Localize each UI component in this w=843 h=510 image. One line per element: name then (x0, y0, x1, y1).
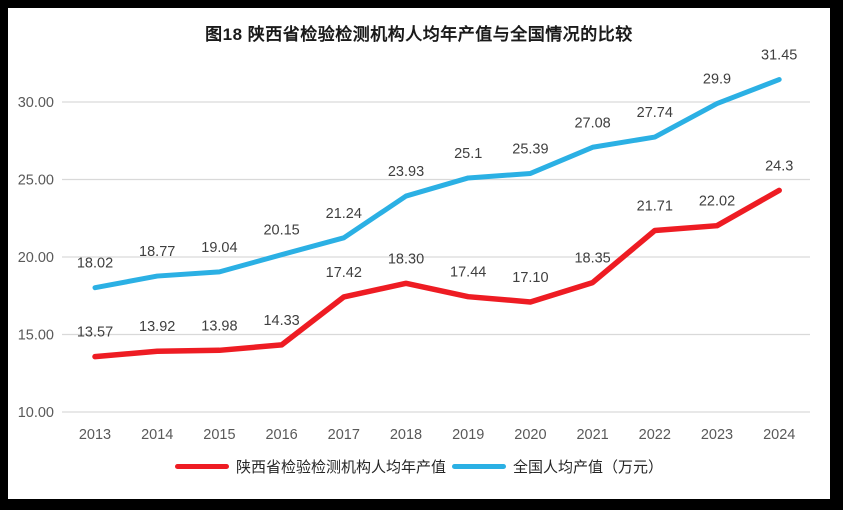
data-label: 29.9 (703, 72, 731, 88)
data-label: 20.15 (263, 223, 299, 239)
y-axis-tick-label: 25.00 (18, 173, 54, 189)
y-axis-tick-label: 15.00 (18, 328, 54, 344)
data-label: 13.57 (77, 325, 113, 341)
x-axis-tick-label: 2021 (576, 427, 608, 443)
data-label: 13.98 (201, 318, 237, 334)
data-label: 18.02 (77, 256, 113, 272)
x-axis-tick-label: 2013 (79, 427, 111, 443)
chart-legend: 陕西省检验检测机构人均年产值 全国人均产值（万元） (8, 456, 830, 477)
data-label: 14.33 (263, 313, 299, 329)
data-label: 19.04 (201, 240, 237, 256)
legend-item-national: 全国人均产值（万元） (452, 456, 663, 477)
data-label: 13.92 (139, 319, 175, 335)
data-label: 25.39 (512, 141, 548, 157)
series-line-1 (92, 77, 782, 291)
data-label: 23.93 (388, 164, 424, 180)
legend-label-shaanxi: 陕西省检验检测机构人均年产值 (235, 459, 446, 476)
data-label: 17.44 (450, 265, 486, 281)
x-axis-tick-label: 2015 (203, 427, 235, 443)
x-axis-tick-label: 2022 (639, 427, 671, 443)
x-axis-tick-label: 2018 (390, 427, 422, 443)
data-label: 27.08 (574, 115, 610, 131)
y-axis-tick-label: 30.00 (18, 95, 54, 111)
chart-area: 图18 陕西省检验检测机构人均年产值与全国情况的比较 10.00 15.00 20.… (8, 8, 830, 499)
data-label: 22.02 (699, 194, 735, 210)
plot-svg: 10.00 15.00 20.00 25.00 30.00 2013 2014 2015 201… (18, 48, 810, 443)
x-axis-tick-label: 2017 (328, 427, 360, 443)
data-label: 18.30 (388, 251, 424, 267)
data-label: 18.77 (139, 244, 175, 260)
x-axis-tick-label: 2014 (141, 427, 173, 443)
data-label: 24.3 (765, 158, 793, 174)
series-line-0 (92, 187, 782, 360)
data-label: 31.45 (761, 48, 797, 64)
data-label: 17.10 (512, 270, 548, 286)
x-axis-tick-label: 2019 (452, 427, 484, 443)
x-axis-tick-label: 2016 (265, 427, 297, 443)
data-label: 21.24 (326, 206, 362, 222)
legend-item-shaanxi: 陕西省检验检测机构人均年产值 (174, 456, 446, 477)
data-label: 21.71 (637, 198, 673, 214)
x-axis-tick-label: 2020 (514, 427, 546, 443)
national-series-line-icon (452, 464, 506, 469)
x-axis-tick-label: 2024 (763, 427, 795, 443)
legend-label-national: 全国人均产值（万元） (513, 459, 664, 476)
data-label: 17.42 (326, 265, 362, 281)
x-axis-tick-label: 2023 (701, 427, 733, 443)
data-label: 18.35 (574, 251, 610, 267)
y-axis-tick-label: 20.00 (18, 250, 54, 266)
data-label: 25.1 (454, 146, 482, 162)
shaanxi-series-line-icon (174, 464, 229, 469)
y-axis-tick-label: 10.00 (18, 405, 54, 421)
data-label: 27.74 (637, 105, 673, 121)
chart-title: 图18 陕西省检验检测机构人均年产值与全国情况的比较 (205, 25, 633, 44)
